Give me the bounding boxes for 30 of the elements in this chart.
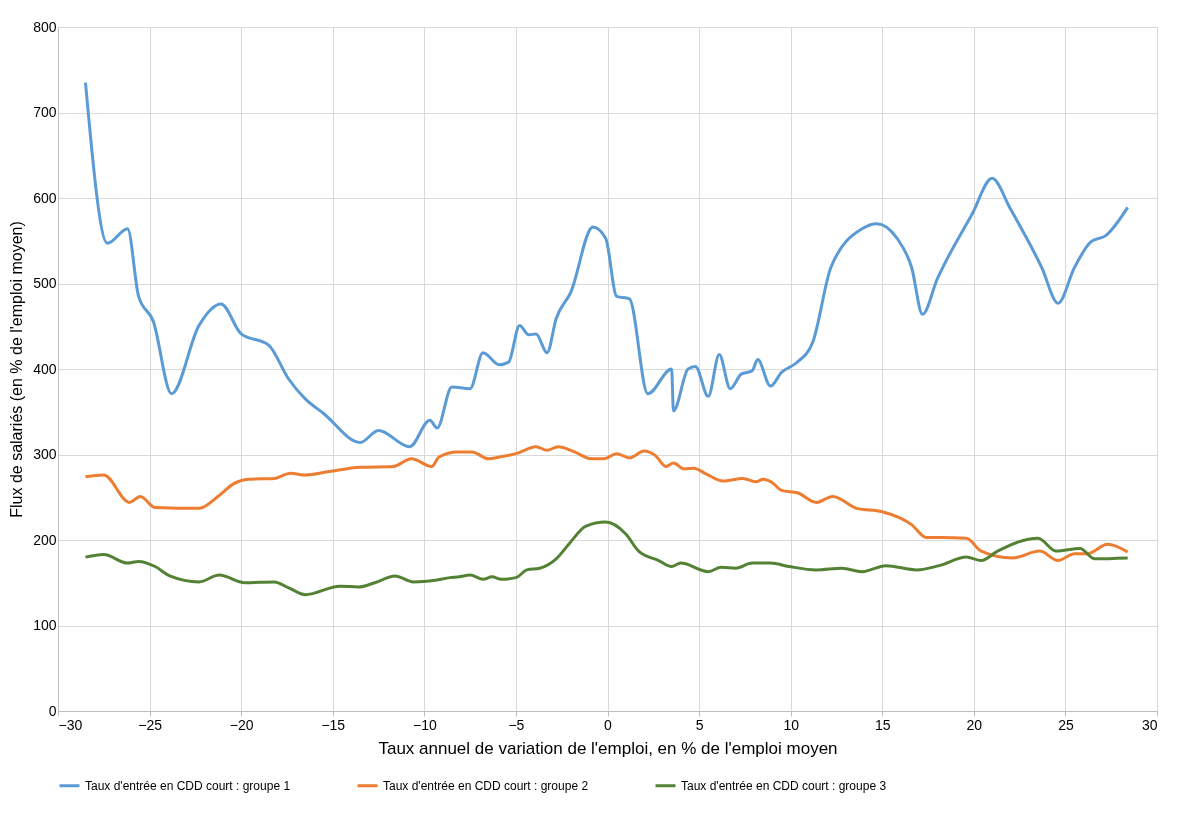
y-tick-label: 400 [33,360,57,377]
x-tick-label: 5 [695,716,704,733]
x-tick-label: 15 [874,716,891,733]
x-tick-label: 20 [966,716,983,733]
line-series [83,445,1130,563]
x-tick-label: 10 [783,716,800,733]
x-tick-label: −10 [412,716,437,733]
x-tick-label: −5 [508,716,525,733]
y-tick-label: 300 [33,446,57,462]
y-tick-label: 500 [33,275,57,291]
y-tick-label: 100 [33,617,57,633]
y-axis-title: Flux de salariés (en % de l'emploi moyen) [8,221,26,518]
y-tick-label: 200 [33,531,57,548]
y-tick-label: 700 [33,104,57,120]
line-series [83,81,1130,449]
x-tick-label: −30 [58,716,83,733]
x-tick-label: 0 [604,716,613,733]
legend-label: Taux d'entrée en CDD court : groupe 2 [383,778,589,793]
y-tick-label: 0 [48,702,57,719]
x-tick-label: −25 [138,716,163,733]
legend-label: Taux d'entrée en CDD court : groupe 3 [681,778,887,793]
y-tick-label: 600 [33,189,57,206]
x-axis-title: Taux annuel de variation de l'emploi, en % de l'emploi moyen [378,738,838,758]
x-tick-label: −20 [229,716,254,733]
x-tick-label: −15 [321,716,346,733]
y-tick-label: 800 [33,18,57,35]
x-tick-label: 30 [1141,716,1158,733]
legend-label: Taux d'entrée en CDD court : groupe 1 [85,778,291,793]
x-tick-label: 25 [1058,716,1074,733]
line-series [83,520,1130,597]
